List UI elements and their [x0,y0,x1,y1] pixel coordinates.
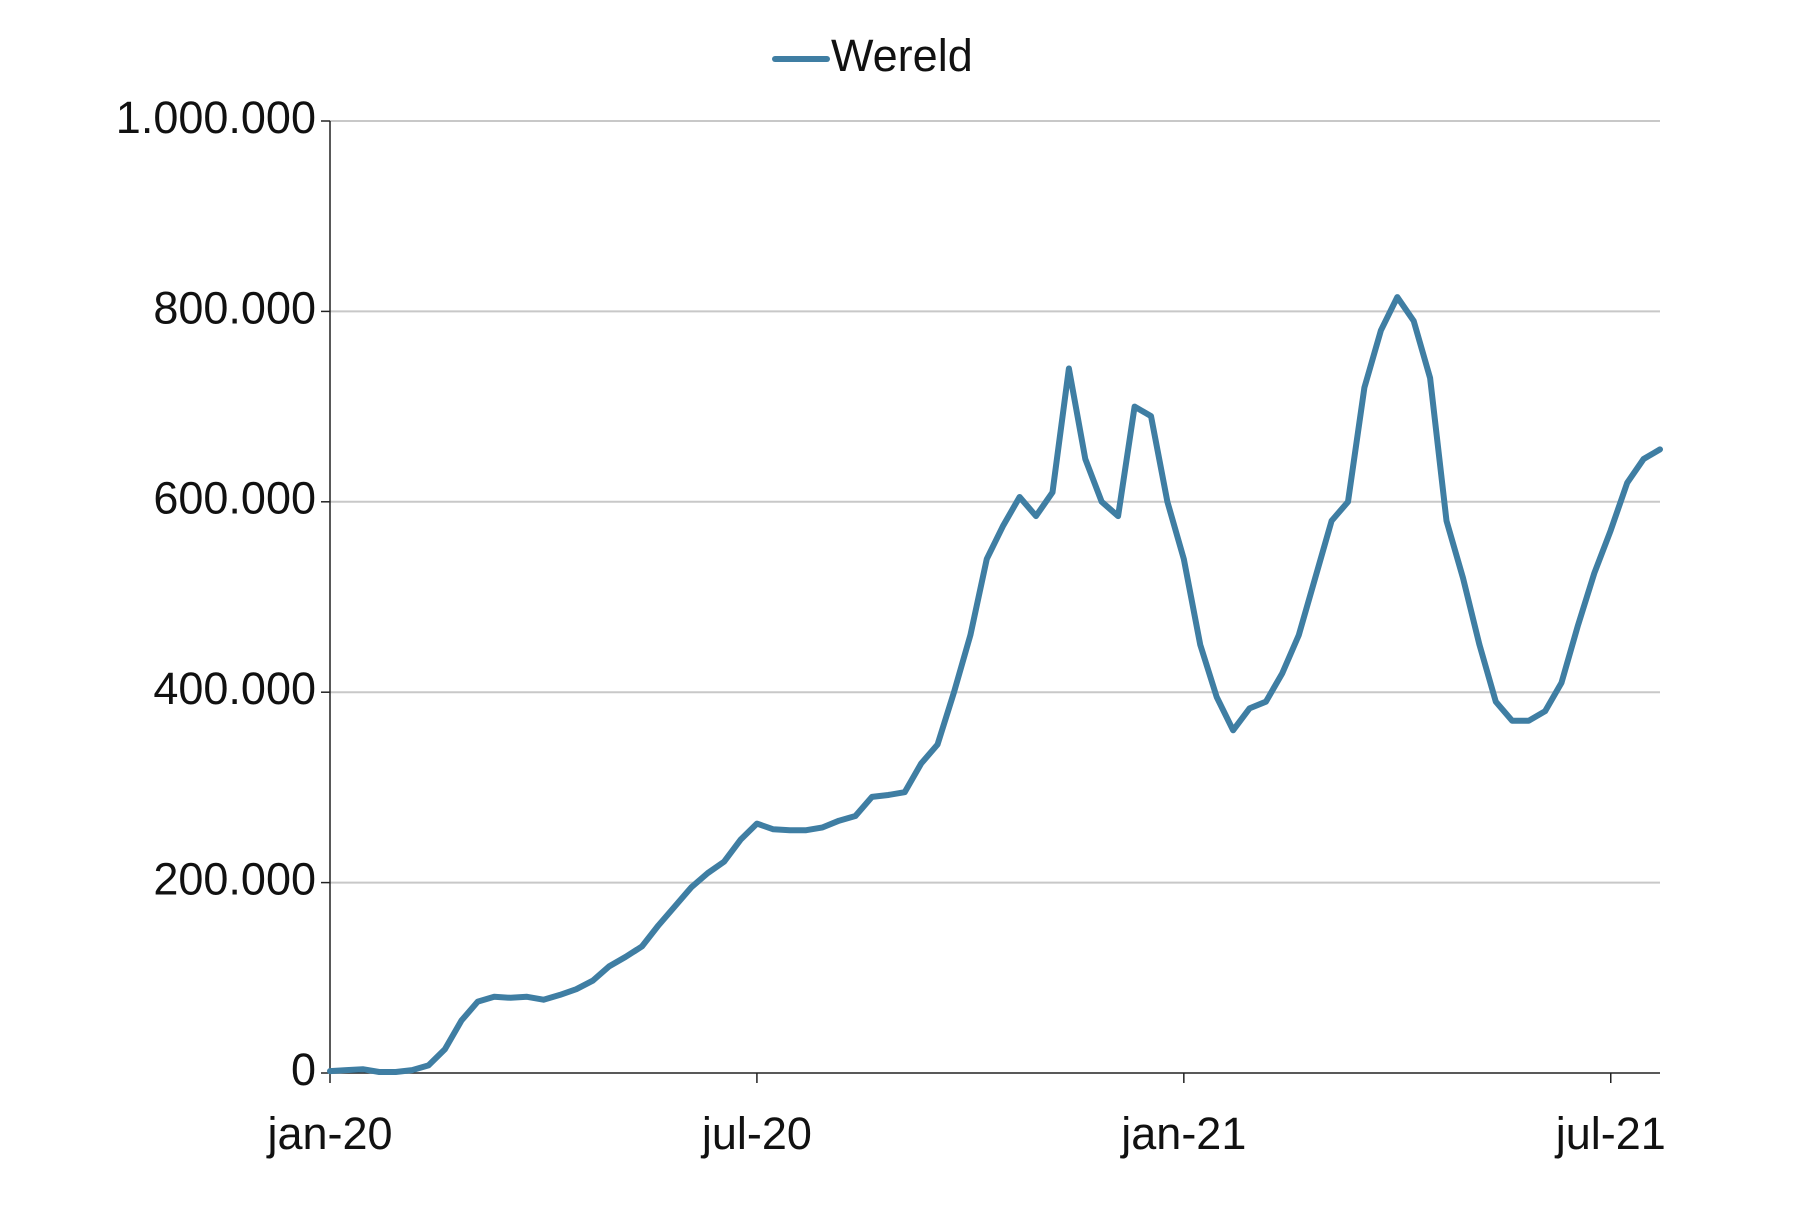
y-tick-label: 400.000 [153,663,316,714]
y-tick-label: 1.000.000 [116,92,316,143]
x-tick-label: jul-20 [700,1108,812,1159]
x-tick-label: jan-20 [265,1108,392,1159]
x-tick-label: jan-21 [1119,1108,1246,1159]
y-tick-label: 800.000 [153,282,316,333]
y-tick-label: 600.000 [153,473,316,524]
x-tick-label: jul-21 [1554,1108,1666,1159]
y-tick-label: 200.000 [153,853,316,904]
line-series [327,294,1663,1075]
y-tick-label: 0 [291,1044,316,1095]
legend-label: Wereld [831,30,973,81]
